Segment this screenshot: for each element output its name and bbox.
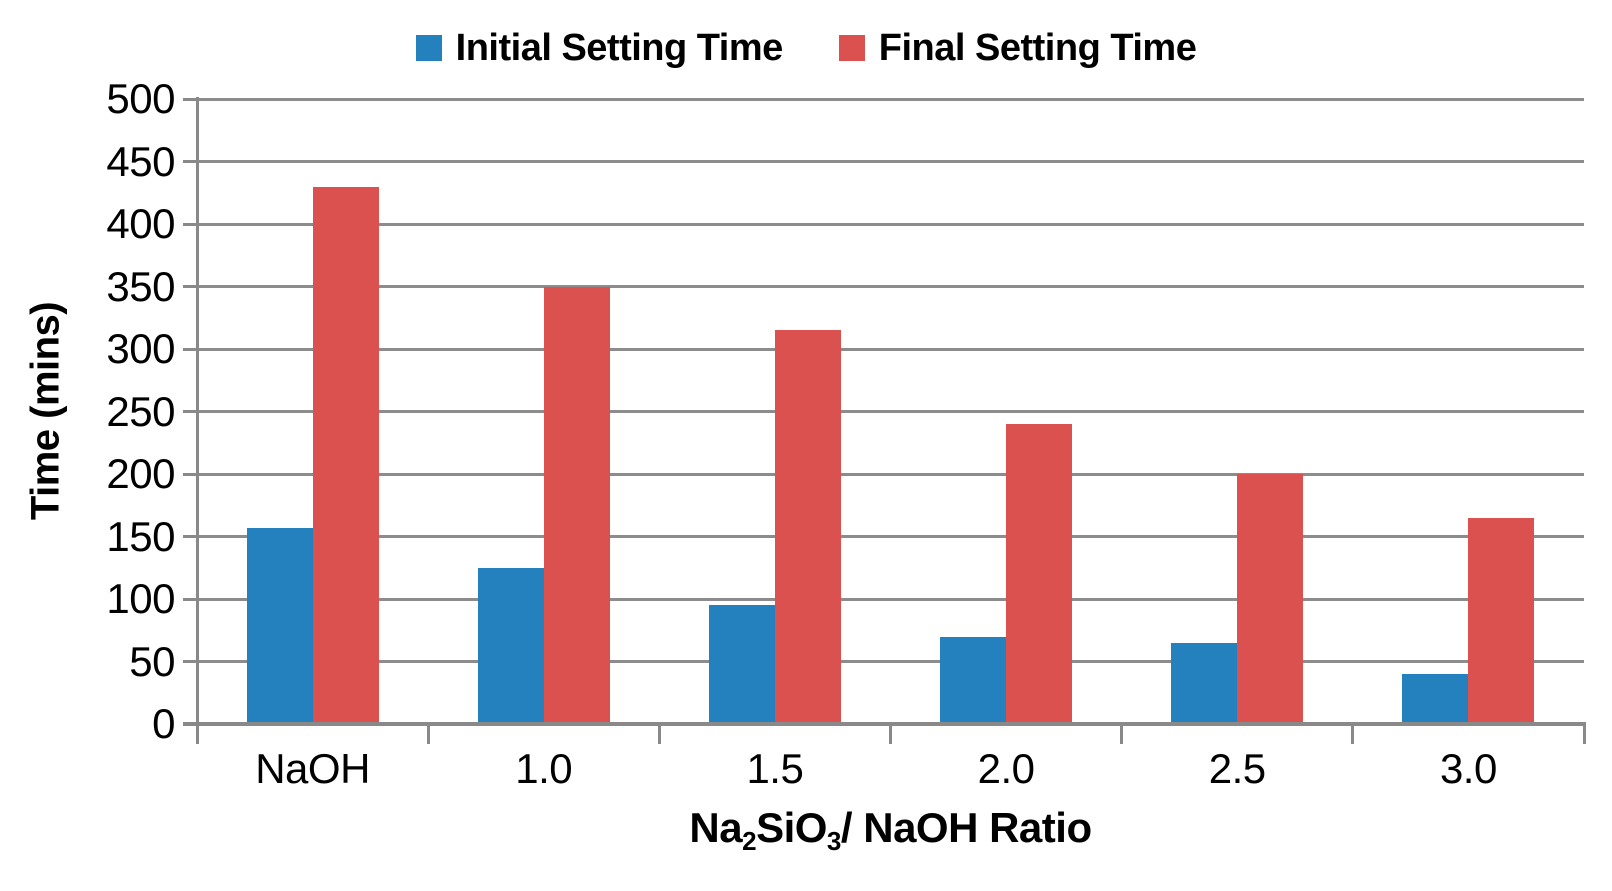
y-tick-label-50: 50 [129, 637, 175, 685]
y-axis-tick-300 [183, 347, 197, 351]
y-tick-label-250: 250 [106, 387, 175, 435]
y-axis-tick-100 [183, 597, 197, 601]
y-axis-tick-400 [183, 222, 197, 226]
x-axis-tick-4 [1120, 724, 1124, 744]
gridline-50 [197, 660, 1584, 663]
y-axis-tick-500 [183, 97, 197, 101]
bar-initial-3.0 [1402, 674, 1469, 724]
bar-final-3.0 [1468, 517, 1535, 724]
gridline-500 [197, 97, 1584, 101]
y-tick-label-350: 350 [106, 262, 175, 310]
bar-final-NaOH [312, 186, 379, 724]
legend-item-final: Final Setting Time [838, 26, 1197, 70]
gridline-150 [197, 535, 1584, 538]
x-axis-title-text: Na [689, 804, 743, 851]
bar-initial-NaOH [246, 527, 313, 724]
x-category-label-NaOH: NaOH [255, 745, 370, 792]
x-axis-title-subscript: 3 [826, 825, 841, 856]
x-axis-title-subscript: 2 [742, 825, 757, 856]
y-axis-tick-350 [183, 285, 197, 288]
chart-legend: Initial Setting Time Final Setting Time [0, 22, 1612, 74]
legend-label-final: Final Setting Time [878, 26, 1197, 69]
legend-swatch-final-icon [838, 35, 865, 61]
y-axis-tick-50 [183, 660, 197, 663]
x-axis-tick-0 [195, 724, 199, 744]
y-axis-tick-450 [183, 160, 197, 163]
gridline-400 [197, 222, 1584, 226]
bar-initial-2.0 [940, 636, 1007, 724]
bar-final-1.5 [774, 330, 841, 724]
y-tick-label-400: 400 [106, 200, 175, 247]
x-axis-tick-5 [1351, 724, 1355, 744]
y-axis-tick-150 [183, 535, 197, 538]
y-tick-label-500: 500 [106, 75, 175, 122]
y-axis-line [195, 97, 199, 726]
gridline-200 [197, 472, 1584, 476]
bar-initial-1.0 [477, 567, 544, 724]
x-category-label-3.0: 3.0 [1439, 745, 1497, 792]
y-tick-label-150: 150 [106, 512, 175, 560]
bar-final-1.0 [543, 286, 610, 724]
gridline-350 [197, 285, 1584, 288]
x-axis-tick-2 [657, 724, 661, 744]
y-tick-label-300: 300 [106, 325, 175, 372]
x-axis-tick-3 [889, 724, 892, 744]
y-axis-tick-250 [183, 410, 197, 413]
x-axis-tick-6 [1582, 724, 1586, 744]
y-axis-tick-200 [183, 472, 197, 476]
bar-final-2.0 [1006, 424, 1073, 724]
x-axis-title-text: / NaOH Ratio [840, 804, 1092, 851]
x-axis-line [183, 722, 1586, 726]
x-axis-title: Na2SiO3/ NaOH Ratio [197, 804, 1584, 857]
x-category-label-1.5: 1.5 [746, 745, 804, 792]
bar-initial-1.5 [708, 605, 775, 724]
y-tick-label-100: 100 [106, 575, 175, 622]
bar-initial-2.5 [1171, 642, 1238, 724]
legend-item-initial: Initial Setting Time [415, 26, 784, 70]
gridline-250 [197, 410, 1584, 413]
x-axis-title-text: SiO [756, 804, 827, 851]
x-category-label-2.5: 2.5 [1208, 745, 1266, 792]
gridline-300 [197, 347, 1584, 351]
x-axis-tick-1 [426, 724, 430, 744]
x-category-label-1.0: 1.0 [515, 745, 573, 792]
gridline-450 [197, 160, 1584, 163]
bar-final-2.5 [1237, 474, 1304, 724]
y-tick-label-450: 450 [106, 137, 175, 185]
gridline-100 [197, 597, 1584, 601]
y-tick-label-0: 0 [152, 700, 175, 747]
y-tick-label-200: 200 [106, 450, 175, 497]
x-category-label-2.0: 2.0 [977, 745, 1035, 792]
legend-swatch-initial-icon [415, 35, 442, 61]
legend-label-initial: Initial Setting Time [455, 26, 784, 69]
